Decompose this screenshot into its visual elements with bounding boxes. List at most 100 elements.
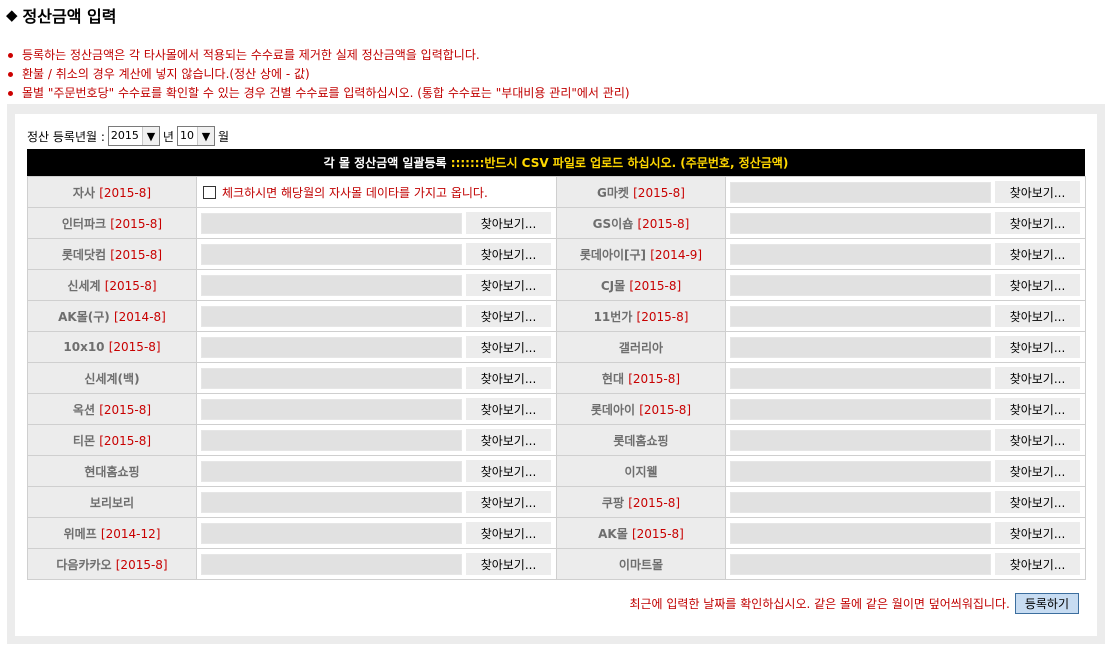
file-upload-control: 찾아보기...: [730, 367, 1085, 389]
bullet-icon: [8, 53, 13, 58]
mall-name: 롯데홈쇼핑: [613, 433, 669, 448]
mall-label: 갤러리아: [556, 331, 726, 363]
browse-button[interactable]: 찾아보기...: [995, 367, 1080, 389]
file-path-input[interactable]: [730, 460, 991, 482]
file-upload-control: 찾아보기...: [201, 336, 556, 358]
mall-name: 10x10: [63, 340, 105, 354]
browse-button[interactable]: 찾아보기...: [466, 553, 551, 575]
notice-text: 몰별 "주문번호당" 수수료를 확인할 수 있는 경우 건별 수수료를 입력하십…: [22, 86, 630, 100]
year-select[interactable]: 2015 ▼: [107, 126, 160, 146]
file-path-input[interactable]: [201, 553, 462, 575]
browse-button[interactable]: 찾아보기...: [995, 460, 1080, 482]
file-path-input[interactable]: [730, 553, 991, 575]
file-path-input[interactable]: [201, 243, 462, 265]
file-path-input[interactable]: [201, 522, 462, 544]
last-upload-date: [2015-8]: [639, 402, 692, 417]
browse-button[interactable]: 찾아보기...: [466, 460, 551, 482]
browse-button[interactable]: 찾아보기...: [995, 243, 1080, 265]
file-upload-control: 찾아보기...: [730, 274, 1085, 296]
file-path-input[interactable]: [730, 305, 991, 327]
browse-button[interactable]: 찾아보기...: [995, 522, 1080, 544]
mall-label: GS이숍 [2015-8]: [556, 207, 726, 239]
mall-row: 보리보리 찾아보기... 쿠팡 [2015-8] 찾아보기...: [27, 486, 1086, 518]
file-upload-control: 찾아보기...: [730, 522, 1085, 544]
browse-button[interactable]: 찾아보기...: [466, 274, 551, 296]
file-path-input[interactable]: [201, 367, 462, 389]
file-path-input[interactable]: [730, 212, 991, 234]
mall-input-cell: 찾아보기...: [725, 269, 1086, 301]
last-upload-date: [2015-8]: [628, 495, 681, 510]
file-path-input[interactable]: [730, 398, 991, 420]
browse-button[interactable]: 찾아보기...: [995, 336, 1080, 358]
browse-button[interactable]: 찾아보기...: [995, 212, 1080, 234]
file-path-input[interactable]: [201, 274, 462, 296]
notice-text: 환불 / 취소의 경우 계산에 넣지 않습니다.(정산 상에 - 값): [22, 67, 310, 81]
bulk-upload-header: 각 몰 정산금액 일괄등록 :::::::반드시 CSV 파일로 업로드 하십시…: [27, 149, 1085, 176]
browse-button[interactable]: 찾아보기...: [995, 181, 1080, 203]
file-path-input[interactable]: [730, 336, 991, 358]
mall-name: 갤러리아: [618, 340, 664, 355]
browse-button[interactable]: 찾아보기...: [466, 522, 551, 544]
browse-button[interactable]: 찾아보기...: [466, 212, 551, 234]
bullet-icon: [8, 72, 13, 77]
mall-input-cell: 찾아보기...: [196, 455, 557, 487]
browse-button[interactable]: 찾아보기...: [466, 336, 551, 358]
file-path-input[interactable]: [201, 336, 462, 358]
mall-name: 옥션: [72, 402, 96, 417]
mall-label: CJ몰 [2015-8]: [556, 269, 726, 301]
file-path-input[interactable]: [201, 429, 462, 451]
browse-button[interactable]: 찾아보기...: [466, 429, 551, 451]
mall-label: 현대 [2015-8]: [556, 362, 726, 394]
browse-button[interactable]: 찾아보기...: [466, 491, 551, 513]
mall-input-cell: 찾아보기...: [196, 300, 557, 332]
page-title-text: 정산금액 입력: [22, 7, 117, 26]
mall-name: 신세계: [67, 278, 101, 293]
browse-button[interactable]: 찾아보기...: [466, 305, 551, 327]
notice-item: 환불 / 취소의 경우 계산에 넣지 않습니다.(정산 상에 - 값): [6, 65, 630, 84]
mall-row: 인터파크 [2015-8] 찾아보기... GS이숍 [2015-8] 찾아보기...: [27, 207, 1086, 239]
file-upload-control: 찾아보기...: [201, 429, 556, 451]
self-mall-checkbox[interactable]: [203, 185, 216, 199]
file-upload-control: 찾아보기...: [201, 460, 556, 482]
last-upload-date: [2015-8]: [636, 309, 689, 324]
mall-input-cell: 찾아보기...: [725, 176, 1086, 208]
browse-button[interactable]: 찾아보기...: [466, 367, 551, 389]
self-mall-checkbox-row[interactable]: 체크하시면 해당월의 자사몰 데이타를 가지고 옵니다.: [201, 184, 556, 201]
browse-button[interactable]: 찾아보기...: [995, 305, 1080, 327]
file-path-input[interactable]: [730, 181, 991, 203]
file-path-input[interactable]: [730, 274, 991, 296]
last-upload-date: [2015-8]: [99, 433, 152, 448]
mall-label: 쿠팡 [2015-8]: [556, 486, 726, 518]
browse-button[interactable]: 찾아보기...: [995, 491, 1080, 513]
mall-input-cell: 찾아보기...: [725, 517, 1086, 549]
browse-button[interactable]: 찾아보기...: [995, 429, 1080, 451]
last-upload-date: [2015-8]: [108, 340, 161, 354]
mall-name: 다음카카오: [56, 557, 112, 572]
mall-input-cell: 찾아보기...: [725, 486, 1086, 518]
file-path-input[interactable]: [201, 305, 462, 327]
mall-row: 신세계(백) 찾아보기... 현대 [2015-8] 찾아보기...: [27, 362, 1086, 394]
browse-button[interactable]: 찾아보기...: [995, 398, 1080, 420]
year-suffix: 년: [162, 129, 174, 144]
file-path-input[interactable]: [201, 460, 462, 482]
mall-row: 신세계 [2015-8] 찾아보기... CJ몰 [2015-8] 찾아보기...: [27, 269, 1086, 301]
browse-button[interactable]: 찾아보기...: [995, 553, 1080, 575]
file-path-input[interactable]: [201, 212, 462, 234]
file-path-input[interactable]: [201, 491, 462, 513]
file-path-input[interactable]: [730, 367, 991, 389]
file-path-input[interactable]: [730, 429, 991, 451]
file-path-input[interactable]: [201, 398, 462, 420]
mall-input-cell: 찾아보기...: [196, 517, 557, 549]
browse-button[interactable]: 찾아보기...: [466, 243, 551, 265]
file-path-input[interactable]: [730, 491, 991, 513]
file-path-input[interactable]: [730, 243, 991, 265]
register-button[interactable]: 등록하기: [1014, 593, 1079, 614]
mall-label: 인터파크 [2015-8]: [27, 207, 197, 239]
chevron-down-icon: ▼: [196, 127, 214, 145]
browse-button[interactable]: 찾아보기...: [995, 274, 1080, 296]
month-select[interactable]: 10 ▼: [176, 126, 215, 146]
file-path-input[interactable]: [730, 522, 991, 544]
mall-input-cell: 찾아보기...: [725, 393, 1086, 425]
file-upload-control: 찾아보기...: [730, 491, 1085, 513]
browse-button[interactable]: 찾아보기...: [466, 398, 551, 420]
